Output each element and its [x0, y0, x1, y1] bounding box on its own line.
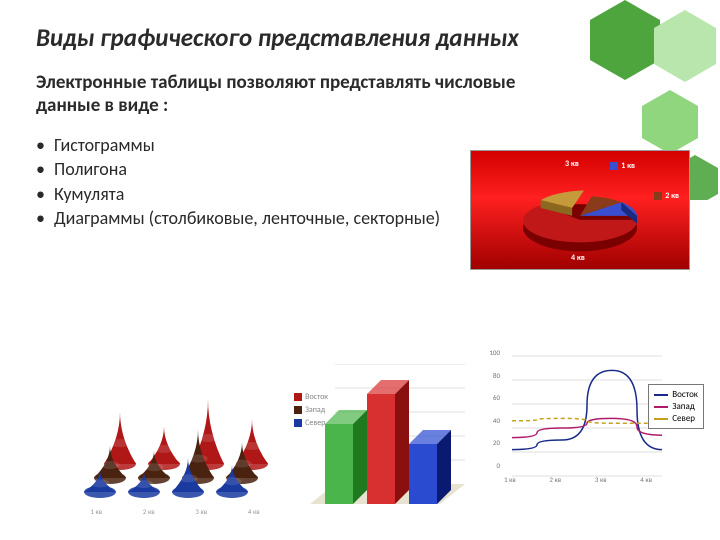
bullet-list: Гистограммы Полигона Кумулята Диаграммы … [36, 133, 456, 230]
line-y-axis: 100 80 60 40 20 0 [480, 348, 500, 470]
cone-x-axis: 1 кв 2 кв 3 кв 4 кв [70, 507, 280, 516]
list-item: Кумулята [36, 182, 456, 206]
list-item: Диаграммы (столбиковые, ленточные, секто… [36, 206, 456, 230]
slide-subtitle: Электронные таблицы позволяют представля… [36, 71, 556, 117]
list-item: Гистограммы [36, 133, 456, 157]
cone-chart: Восток Запад Север 1 кв 2 кв 3 кв 4 кв [70, 352, 280, 512]
slide-title: Виды графического представления данных [36, 22, 684, 53]
list-item: Полигона [36, 157, 456, 181]
line-legend: Восток Запад Север [648, 384, 704, 429]
line-x-axis: 1 кв 2 кв 3 кв 4 кв [504, 475, 652, 484]
line-chart: 100 80 60 40 20 0 Восток Запад Север 1 к… [484, 348, 704, 488]
bar-chart [300, 364, 470, 514]
pie-label: 4 кв [571, 253, 585, 263]
